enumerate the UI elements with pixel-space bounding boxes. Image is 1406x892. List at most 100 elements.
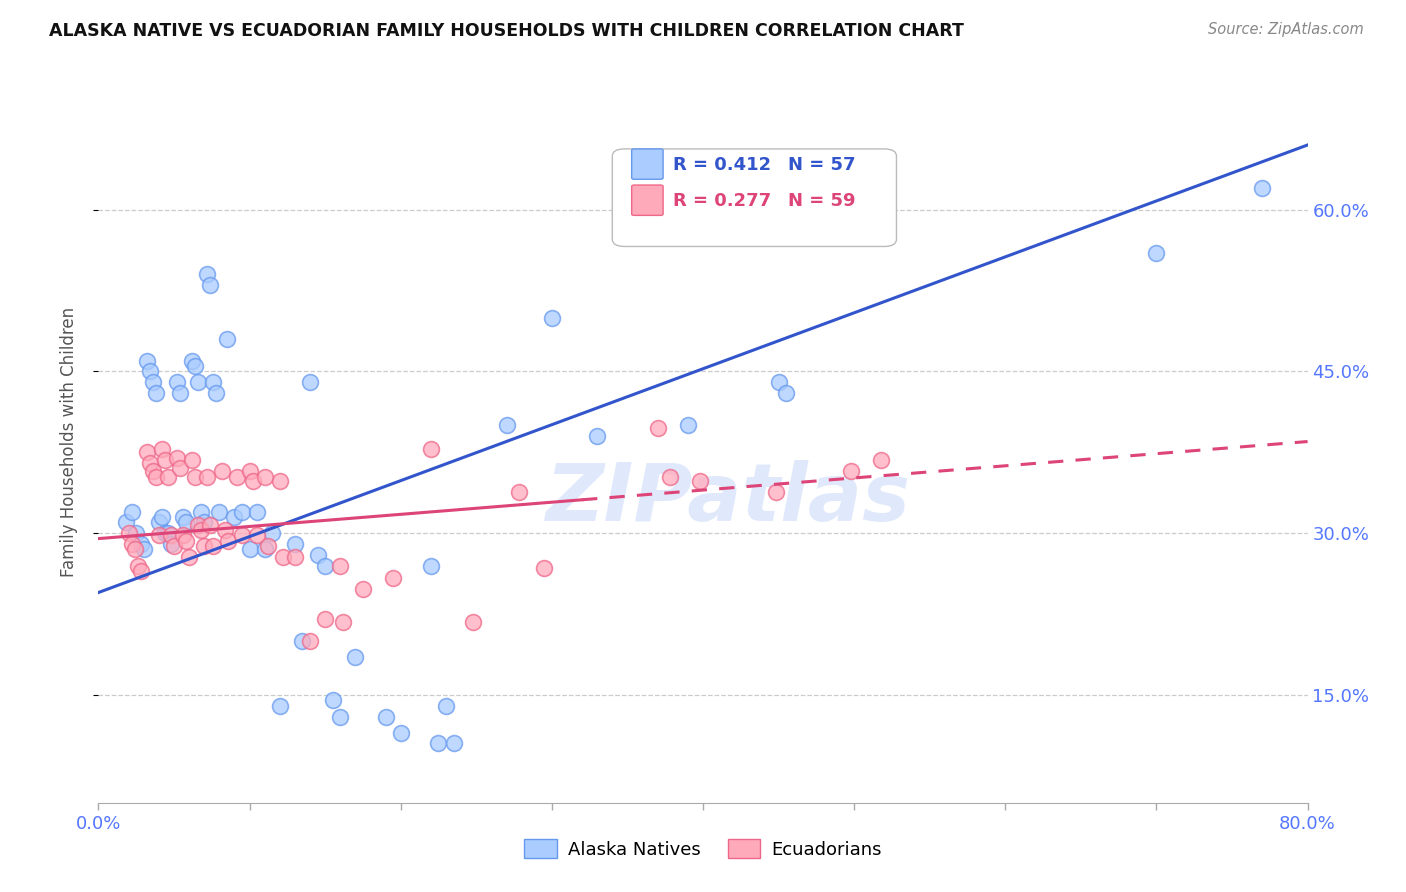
Point <box>160 528 183 542</box>
Point <box>382 572 405 586</box>
Point <box>299 634 322 648</box>
Point <box>139 364 162 378</box>
Point <box>124 542 146 557</box>
Point <box>193 516 215 530</box>
Point <box>187 376 209 390</box>
Point <box>145 386 167 401</box>
Point <box>765 485 787 500</box>
Point <box>1144 245 1167 260</box>
Point <box>153 453 176 467</box>
Point <box>135 353 157 368</box>
Point <box>169 461 191 475</box>
Point <box>156 526 179 541</box>
Point <box>291 634 314 648</box>
Point <box>179 549 201 564</box>
Point <box>231 505 253 519</box>
Point <box>132 542 155 557</box>
Point <box>463 615 485 629</box>
FancyBboxPatch shape <box>631 149 664 179</box>
Point <box>253 542 276 557</box>
Point <box>172 510 194 524</box>
Point <box>181 353 204 368</box>
Point <box>322 693 344 707</box>
Point <box>271 549 294 564</box>
Point <box>184 359 207 373</box>
Point <box>200 278 222 293</box>
Point <box>242 475 264 489</box>
Point <box>307 548 329 562</box>
Text: Source: ZipAtlas.com: Source: ZipAtlas.com <box>1208 22 1364 37</box>
Point <box>768 376 790 390</box>
Point <box>284 537 307 551</box>
Point <box>269 698 291 713</box>
Point <box>184 470 207 484</box>
Point <box>127 558 149 573</box>
Point <box>125 526 148 541</box>
Text: R = 0.277: R = 0.277 <box>672 192 770 210</box>
Point <box>118 526 141 541</box>
Text: ZIPatlas: ZIPatlas <box>544 460 910 539</box>
Point <box>135 445 157 459</box>
FancyBboxPatch shape <box>631 185 664 215</box>
Point <box>148 528 170 542</box>
Point <box>150 442 173 456</box>
Legend: Alaska Natives, Ecuadorians: Alaska Natives, Ecuadorians <box>517 832 889 866</box>
Point <box>163 539 186 553</box>
Point <box>129 564 152 578</box>
Point <box>121 505 143 519</box>
Point <box>253 470 276 484</box>
Point <box>142 376 165 390</box>
Point <box>166 450 188 465</box>
Point <box>202 539 225 553</box>
Text: R = 0.412: R = 0.412 <box>672 156 770 174</box>
Point <box>658 470 681 484</box>
Point <box>166 376 188 390</box>
Point <box>420 442 443 456</box>
Point <box>239 464 262 478</box>
Point <box>187 517 209 532</box>
Point <box>148 516 170 530</box>
Point <box>226 470 249 484</box>
Point <box>508 485 530 500</box>
Point <box>174 533 197 548</box>
Point <box>153 526 176 541</box>
Point <box>689 475 711 489</box>
Point <box>332 615 354 629</box>
Point <box>344 650 367 665</box>
Point <box>647 420 669 434</box>
FancyBboxPatch shape <box>613 149 897 246</box>
Text: ALASKA NATIVE VS ECUADORIAN FAMILY HOUSEHOLDS WITH CHILDREN CORRELATION CHART: ALASKA NATIVE VS ECUADORIAN FAMILY HOUSE… <box>49 22 965 40</box>
Point <box>870 453 893 467</box>
Point <box>676 418 699 433</box>
Y-axis label: Family Households with Children: Family Households with Children <box>59 307 77 576</box>
Point <box>586 429 609 443</box>
Point <box>314 612 336 626</box>
Point <box>246 505 269 519</box>
Point <box>195 470 218 484</box>
Point <box>139 456 162 470</box>
Point <box>434 698 457 713</box>
Point <box>352 582 374 597</box>
Point <box>208 505 231 519</box>
Point <box>533 560 555 574</box>
Point <box>239 542 262 557</box>
Point <box>190 505 212 519</box>
Point <box>215 332 238 346</box>
Point <box>374 709 396 723</box>
Point <box>114 516 136 530</box>
Point <box>420 558 443 573</box>
Point <box>214 523 236 537</box>
Point <box>169 386 191 401</box>
Point <box>231 528 253 542</box>
Point <box>427 737 450 751</box>
Point <box>121 537 143 551</box>
Point <box>1251 181 1274 195</box>
Point <box>172 528 194 542</box>
Point <box>217 533 239 548</box>
Point <box>205 386 228 401</box>
Point <box>314 558 336 573</box>
Point <box>329 558 352 573</box>
Point <box>150 510 173 524</box>
Point <box>156 470 179 484</box>
Point <box>443 737 465 751</box>
